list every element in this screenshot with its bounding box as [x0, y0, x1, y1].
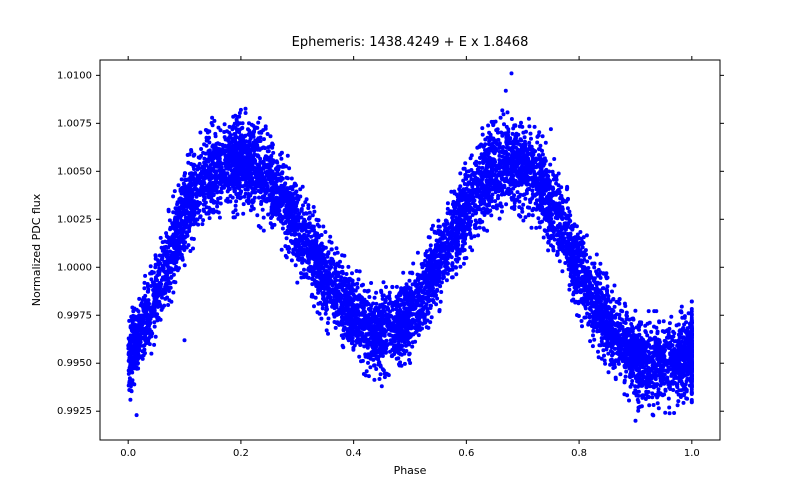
ytick-label: 0.9925 [57, 406, 92, 417]
ytick-label: 0.9950 [57, 358, 92, 369]
y-axis-label: Normalized PDC flux [30, 193, 43, 306]
x-axis-label: Phase [394, 464, 427, 477]
xtick-label: 0.6 [458, 448, 474, 459]
ytick-label: 1.0075 [57, 118, 92, 129]
ytick-label: 1.0025 [57, 214, 92, 225]
xtick-label: 0.8 [571, 448, 587, 459]
xtick-label: 0.0 [120, 448, 136, 459]
xtick-label: 1.0 [684, 448, 700, 459]
lightcurve-svg: 0.0 0.2 0.4 0.6 0.8 1.0 0.9925 0.9950 0.9975 1.0… [0, 0, 800, 500]
lightcurve-figure: 0.0 0.2 0.4 0.6 0.8 1.0 0.9925 0.9950 0.9975 1.0… [0, 0, 800, 500]
xtick-label: 0.2 [233, 448, 249, 459]
ytick-label: 1.0050 [57, 166, 92, 177]
ytick-label: 1.0100 [57, 70, 92, 81]
xtick-label: 0.4 [346, 448, 362, 459]
figure-background [0, 0, 800, 500]
ytick-label: 0.9975 [57, 310, 92, 321]
chart-title: Ephemeris: 1438.4249 + E x 1.8468 [292, 35, 529, 50]
ytick-label: 1.0000 [57, 262, 92, 273]
